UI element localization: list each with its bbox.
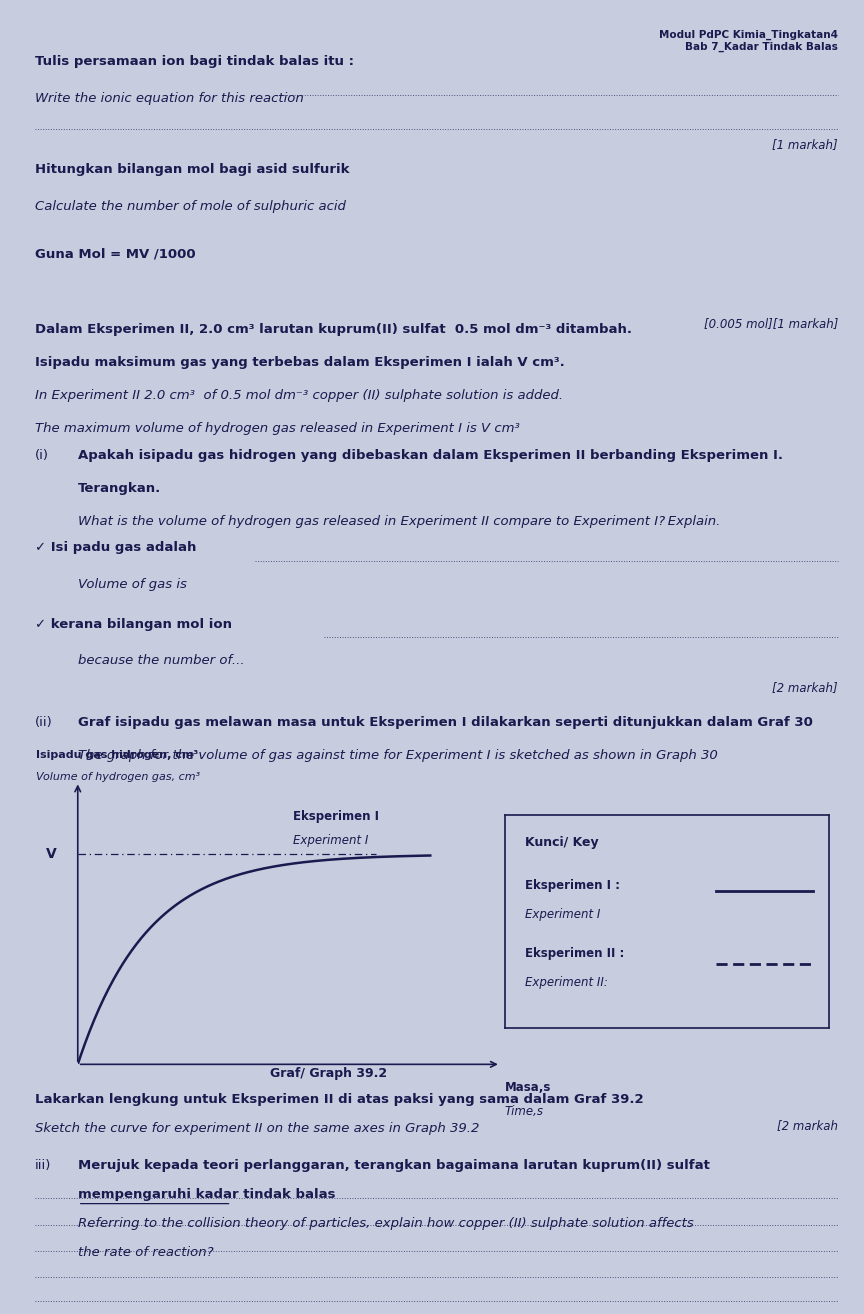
Text: Volume of hydrogen gas, cm³: Volume of hydrogen gas, cm³	[36, 771, 200, 782]
Text: Lakarkan lengkung untuk Eksperimen II di atas paksi yang sama dalam Graf 39.2: Lakarkan lengkung untuk Eksperimen II di…	[35, 1093, 643, 1106]
Text: The maximum volume of hydrogen gas released in Experiment I is V cm³: The maximum volume of hydrogen gas relea…	[35, 422, 519, 435]
Text: mempengaruhi kadar tindak balas: mempengaruhi kadar tindak balas	[78, 1188, 335, 1201]
Text: Apakah isipadu gas hidrogen yang dibebaskan dalam Eksperimen II berbanding Ekspe: Apakah isipadu gas hidrogen yang dibebas…	[78, 449, 783, 463]
Text: iii): iii)	[35, 1159, 51, 1172]
Text: Write the ionic equation for this reaction: Write the ionic equation for this reacti…	[35, 92, 303, 105]
Text: Referring to the collision theory of particles, explain how copper (II) sulphate: Referring to the collision theory of par…	[78, 1217, 694, 1230]
Text: Eksperimen I :: Eksperimen I :	[524, 879, 619, 891]
Text: Time,s: Time,s	[505, 1105, 544, 1118]
Text: Terangkan.: Terangkan.	[78, 482, 161, 495]
Text: Experiment I: Experiment I	[294, 834, 369, 848]
Text: Volume of gas is: Volume of gas is	[78, 578, 187, 591]
Text: In Experiment II 2.0 cm³  of 0.5 mol dm⁻³ copper (II) sulphate solution is added: In Experiment II 2.0 cm³ of 0.5 mol dm⁻³…	[35, 389, 562, 402]
Text: (ii): (ii)	[35, 716, 53, 729]
Text: Tulis persamaan ion bagi tindak balas itu :: Tulis persamaan ion bagi tindak balas it…	[35, 55, 353, 68]
Text: The graph for the volume of gas against time for Experiment I is sketched as sho: The graph for the volume of gas against …	[78, 749, 717, 762]
Text: Isipadu maksimum gas yang terbebas dalam Eksperimen I ialah V cm³.: Isipadu maksimum gas yang terbebas dalam…	[35, 356, 564, 369]
Text: [0.005 mol][1 markah]: [0.005 mol][1 markah]	[703, 317, 838, 330]
Text: ✓ kerana bilangan mol ion: ✓ kerana bilangan mol ion	[35, 618, 232, 631]
Text: [1 markah]: [1 markah]	[772, 138, 838, 151]
Text: Eksperimen I: Eksperimen I	[294, 809, 379, 823]
Text: Dalam Eksperimen II, 2.0 cm³ larutan kuprum(II) sulfat  0.5 mol dm⁻³ ditambah.: Dalam Eksperimen II, 2.0 cm³ larutan kup…	[35, 323, 632, 336]
Text: Eksperimen II :: Eksperimen II :	[524, 946, 625, 959]
Text: Experiment II:: Experiment II:	[524, 976, 607, 989]
Text: Guna Mol = MV /1000: Guna Mol = MV /1000	[35, 247, 195, 260]
Text: Kunci/ Key: Kunci/ Key	[524, 836, 599, 849]
Text: [2 markah]: [2 markah]	[772, 681, 838, 694]
Text: because the number of...: because the number of...	[78, 654, 245, 668]
Text: Graf isipadu gas melawan masa untuk Eksperimen I dilakarkan seperti ditunjukkan : Graf isipadu gas melawan masa untuk Eksp…	[78, 716, 813, 729]
Text: the rate of reaction?: the rate of reaction?	[78, 1246, 213, 1259]
Text: Calculate the number of mole of sulphuric acid: Calculate the number of mole of sulphuri…	[35, 200, 346, 213]
Text: Sketch the curve for experiment II on the same axes in Graph 39.2: Sketch the curve for experiment II on th…	[35, 1122, 479, 1135]
Text: [2 markah: [2 markah	[777, 1120, 838, 1133]
Text: Merujuk kepada teori perlanggaran, terangkan bagaimana larutan kuprum(II) sulfat: Merujuk kepada teori perlanggaran, teran…	[78, 1159, 709, 1172]
Text: Hitungkan bilangan mol bagi asid sulfurik: Hitungkan bilangan mol bagi asid sulfuri…	[35, 163, 349, 176]
Text: Modul PdPC Kimia_Tingkatan4
Bab 7_Kadar Tindak Balas: Modul PdPC Kimia_Tingkatan4 Bab 7_Kadar …	[659, 30, 838, 53]
Text: Graf/ Graph 39.2: Graf/ Graph 39.2	[270, 1067, 387, 1080]
Text: (i): (i)	[35, 449, 48, 463]
Text: Experiment I: Experiment I	[524, 908, 600, 921]
Text: ✓ Isi padu gas adalah: ✓ Isi padu gas adalah	[35, 541, 196, 555]
Text: Isipadu gas hidrogen, cm³: Isipadu gas hidrogen, cm³	[36, 750, 199, 759]
Text: Masa,s: Masa,s	[505, 1080, 551, 1093]
Text: V: V	[47, 848, 57, 861]
Text: What is the volume of hydrogen gas released in Experiment II compare to Experime: What is the volume of hydrogen gas relea…	[78, 515, 720, 528]
